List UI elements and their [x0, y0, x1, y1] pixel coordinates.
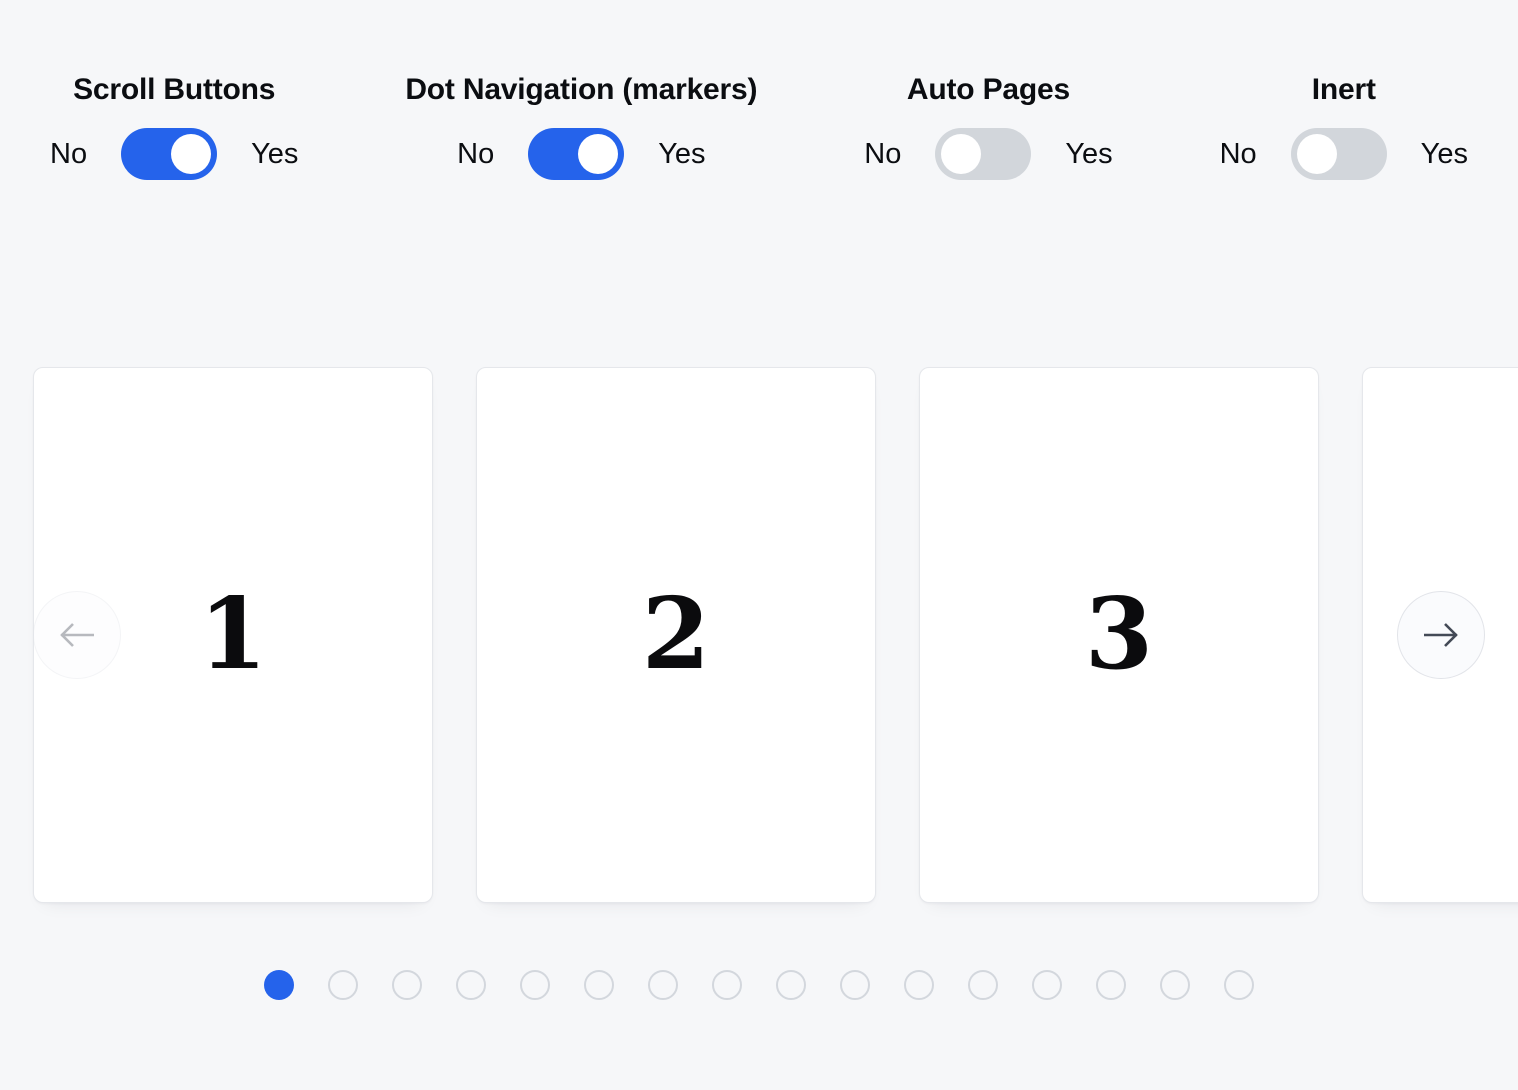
page-dot-6[interactable] — [584, 970, 614, 1000]
page-dot-8[interactable] — [712, 970, 742, 1000]
next-slide-button[interactable] — [1397, 591, 1485, 679]
toggle-row: No Yes — [864, 128, 1113, 180]
toggle-off-label: No — [457, 138, 495, 170]
slide-number: 3 — [1084, 577, 1154, 692]
dot-navigation — [0, 970, 1518, 1000]
page-dot-12[interactable] — [968, 970, 998, 1000]
page-dot-5[interactable] — [520, 970, 550, 1000]
page-dot-14[interactable] — [1096, 970, 1126, 1000]
arrow-right-icon — [1421, 619, 1461, 651]
scroll-buttons-switch[interactable] — [121, 128, 218, 180]
page-dot-16[interactable] — [1224, 970, 1254, 1000]
toggle-off-label: No — [1219, 138, 1257, 170]
prev-slide-button[interactable] — [33, 591, 121, 679]
switch-knob — [578, 134, 619, 174]
switch-knob — [1296, 134, 1337, 174]
auto-pages-switch[interactable] — [935, 128, 1032, 180]
page-dot-4[interactable] — [456, 970, 486, 1000]
inert-switch[interactable] — [1290, 128, 1387, 180]
control-title-auto-pages: Auto Pages — [906, 73, 1070, 106]
control-inert: Inert No Yes — [1220, 72, 1468, 180]
slide-number: 2 — [641, 577, 711, 692]
control-dot-navigation: Dot Navigation (markers) No Yes — [405, 72, 757, 180]
slide-3: 3 — [919, 367, 1319, 903]
controls-bar: Scroll Buttons No Yes Dot Navigation (ma… — [0, 0, 1518, 180]
control-title-dot-navigation: Dot Navigation (markers) — [405, 73, 758, 106]
toggle-on-label: Yes — [658, 138, 706, 170]
page-dot-3[interactable] — [392, 970, 422, 1000]
carousel-track[interactable]: 1 2 3 4 — [0, 367, 1518, 903]
switch-knob — [941, 134, 982, 174]
toggle-on-label: Yes — [251, 138, 299, 170]
slide-2: 2 — [476, 367, 876, 903]
page-dot-13[interactable] — [1032, 970, 1062, 1000]
control-scroll-buttons: Scroll Buttons No Yes — [50, 72, 298, 180]
arrow-left-icon — [57, 619, 97, 651]
control-title-scroll-buttons: Scroll Buttons — [73, 73, 276, 106]
toggle-on-label: Yes — [1420, 138, 1468, 170]
page-dot-2[interactable] — [328, 970, 358, 1000]
toggle-row: No Yes — [457, 128, 706, 180]
page-dot-11[interactable] — [904, 970, 934, 1000]
page-dot-15[interactable] — [1160, 970, 1190, 1000]
toggle-off-label: No — [50, 138, 88, 170]
toggle-row: No Yes — [1220, 128, 1468, 180]
page-dot-9[interactable] — [776, 970, 806, 1000]
dot-navigation-switch[interactable] — [528, 128, 625, 180]
toggle-on-label: Yes — [1065, 138, 1113, 170]
toggle-row: No Yes — [50, 128, 298, 180]
page-dot-10[interactable] — [840, 970, 870, 1000]
control-title-inert: Inert — [1311, 73, 1376, 106]
slide-number: 1 — [198, 577, 268, 692]
page-dot-1[interactable] — [264, 970, 294, 1000]
carousel: 1 2 3 4 — [0, 367, 1518, 903]
switch-knob — [171, 134, 212, 174]
control-auto-pages: Auto Pages No Yes — [864, 72, 1113, 180]
toggle-off-label: No — [864, 138, 902, 170]
page-dot-7[interactable] — [648, 970, 678, 1000]
